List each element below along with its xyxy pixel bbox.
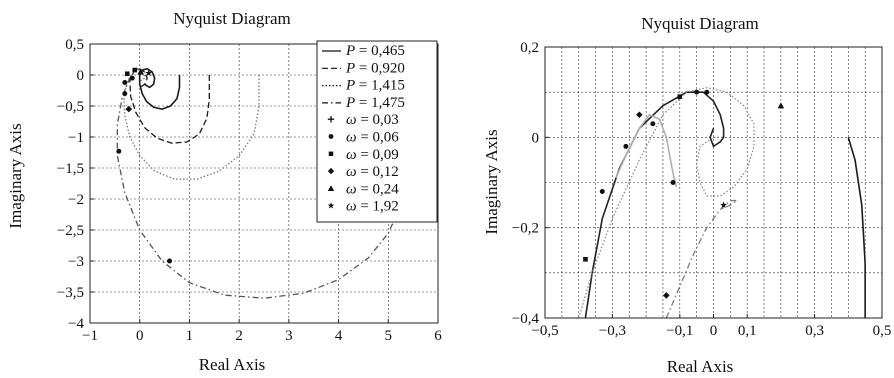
nyquist-chart-right: Nyquist Diagram Real Axis Imaginary Axis… <box>482 14 891 376</box>
chart-right-ticks: −0,5 −0,3 −0,1 0 0,1 0,3 0,5 0,2 0 −0,2 −0,4 <box>512 40 892 339</box>
chart-right-markers <box>583 89 785 299</box>
legend-marker-triangle-icon <box>327 185 335 191</box>
legend-label: ω = 1,92 <box>346 199 399 215</box>
frequency-marker-star <box>720 201 728 209</box>
legend-marker-diamond-icon <box>327 167 335 175</box>
x-tick-label: 6 <box>434 328 442 344</box>
frequency-marker-circle <box>599 189 605 195</box>
legend-label: ω = 0,06 <box>346 130 399 146</box>
y-tick-label: −2 <box>68 192 84 208</box>
frequency-marker-square <box>583 256 588 262</box>
y-tick-label: −1 <box>68 130 84 146</box>
legend-label: P = 1,475 <box>345 95 405 111</box>
x-tick-label: 2 <box>235 328 243 344</box>
legend-label: P = 0,920 <box>345 60 405 76</box>
frequency-marker-square <box>124 71 130 77</box>
series-line-0 <box>138 68 181 110</box>
chart-right-xlabel: Real Axis <box>667 357 734 376</box>
legend-label: ω = 0,24 <box>346 181 399 197</box>
x-tick-label: 0,1 <box>738 323 757 339</box>
x-tick-label: −1 <box>82 328 98 344</box>
x-tick-label: 5 <box>385 328 393 344</box>
series-line-4 <box>615 113 678 188</box>
legend-label: P = 1,415 <box>345 78 405 94</box>
series-line-3 <box>665 199 738 318</box>
chart-left-ticks: −1 0 1 2 3 4 5 6 0,5 0 −0,5 −1 −1,5 −2 −2,5 −3 −3,5 −4 <box>57 37 442 344</box>
frequency-marker-circle <box>129 75 135 81</box>
chart-left-plot-frame <box>89 43 439 324</box>
frequency-marker-circle <box>122 91 128 97</box>
chart-left-markers <box>116 67 173 264</box>
y-tick-label: 0 <box>77 68 85 84</box>
chart-left-title: Nyquist Diagram <box>173 9 291 28</box>
legend-label: ω = 0,09 <box>346 147 399 163</box>
x-tick-label: 1 <box>186 328 194 344</box>
x-tick-label: 0 <box>136 328 144 344</box>
series-line-3 <box>116 68 399 299</box>
frequency-marker-square <box>132 67 138 73</box>
chart-right-series <box>578 87 866 318</box>
chart-right-ylabel: Imaginary Axis <box>482 129 501 234</box>
frequency-marker-triangle <box>137 68 145 75</box>
series-line-2 <box>123 68 260 180</box>
y-tick-label: −4 <box>68 316 84 332</box>
frequency-marker-triangle <box>777 102 785 109</box>
legend-marker-square-icon <box>328 151 334 157</box>
series-line-1 <box>129 68 210 144</box>
x-tick-label: 0,5 <box>873 323 892 339</box>
y-tick-label: 0,2 <box>520 40 539 56</box>
y-tick-label: −3,5 <box>57 285 84 301</box>
y-tick-label: −0,2 <box>512 221 539 237</box>
frequency-marker-diamond <box>636 111 643 119</box>
series-line-0 <box>847 137 866 318</box>
legend-label: ω = 0,12 <box>346 164 399 180</box>
frequency-marker-circle <box>650 121 656 127</box>
legend-marker-circle-icon <box>328 134 334 139</box>
legend-marker-plus-icon <box>327 116 335 123</box>
x-tick-label: 0 <box>710 323 718 339</box>
frequency-marker-star <box>145 69 153 77</box>
x-tick-label: 0,3 <box>805 323 824 339</box>
x-tick-label: −0,3 <box>599 323 626 339</box>
series-line-1 <box>584 91 725 318</box>
frequency-marker-circle <box>694 89 700 95</box>
y-tick-label: −0,5 <box>57 99 84 115</box>
frequency-marker-circle <box>704 89 710 95</box>
legend-label: P = 0,465 <box>345 43 405 59</box>
chart-right-grid <box>544 46 883 319</box>
y-tick-label: −1,5 <box>57 161 84 177</box>
frequency-marker-diamond <box>125 105 133 113</box>
y-tick-label: −0,4 <box>512 311 540 327</box>
frequency-marker-square <box>677 94 683 99</box>
legend-marker-star-icon <box>327 202 335 209</box>
frequency-marker-circle <box>623 143 629 149</box>
frequency-marker-circle <box>116 148 122 154</box>
legend-label: ω = 0,03 <box>346 112 399 128</box>
y-tick-label: −2,5 <box>57 223 84 239</box>
chart-left-xlabel: Real Axis <box>199 355 266 374</box>
x-tick-label: −0,5 <box>531 323 558 339</box>
series-line-2 <box>578 87 755 318</box>
y-tick-label: 0 <box>532 130 540 146</box>
x-tick-label: 3 <box>285 328 293 344</box>
y-tick-label: −3 <box>68 254 84 270</box>
chart-left-series <box>116 68 399 299</box>
y-tick-label: 0,5 <box>65 37 84 53</box>
chart-right-title: Nyquist Diagram <box>641 14 759 33</box>
chart-left-ylabel: Imaginary Axis <box>6 123 25 228</box>
legend-box <box>316 40 438 223</box>
x-tick-label: −0,1 <box>666 323 693 339</box>
frequency-marker-diamond <box>663 292 670 299</box>
nyquist-chart-left: Nyquist Diagram Real Axis Imaginary Axis… <box>6 9 442 374</box>
frequency-marker-circle <box>167 258 173 264</box>
x-tick-label: 4 <box>335 328 343 344</box>
frequency-marker-circle <box>670 180 676 185</box>
frequency-marker-circle <box>122 79 128 85</box>
